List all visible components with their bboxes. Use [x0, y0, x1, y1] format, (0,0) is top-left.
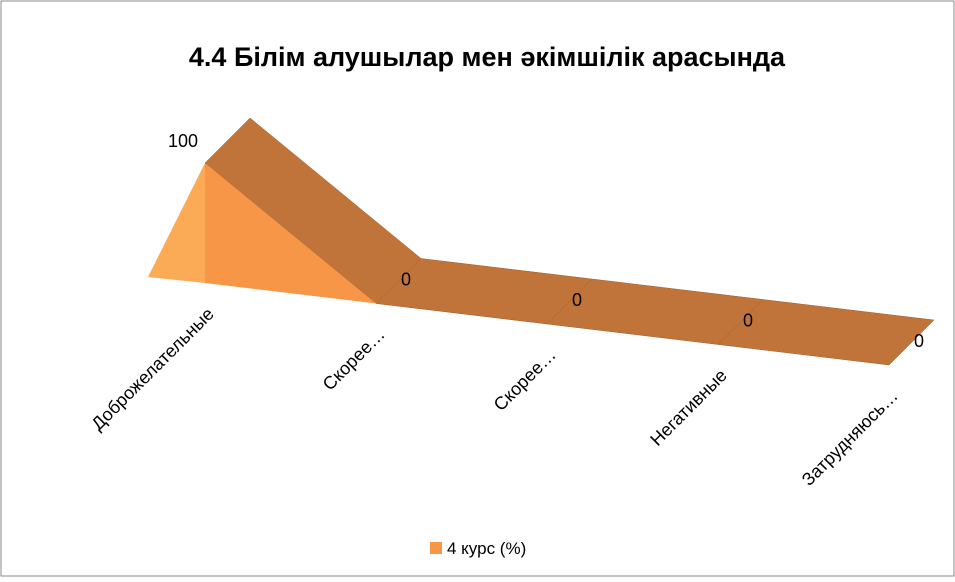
chart-title: 4.4 Білім алушылар мен әкімшілік арасынд…	[189, 42, 786, 72]
legend-label: 4 курс (%)	[447, 539, 526, 558]
area-top	[204, 117, 422, 304]
legend-swatch	[430, 542, 442, 554]
data-label: 100	[168, 131, 198, 151]
data-label: 0	[572, 290, 582, 310]
area-side	[148, 163, 205, 283]
area-front	[205, 163, 376, 304]
data-label: 0	[401, 270, 411, 290]
data-label: 0	[743, 311, 753, 331]
data-label: 0	[914, 331, 924, 351]
